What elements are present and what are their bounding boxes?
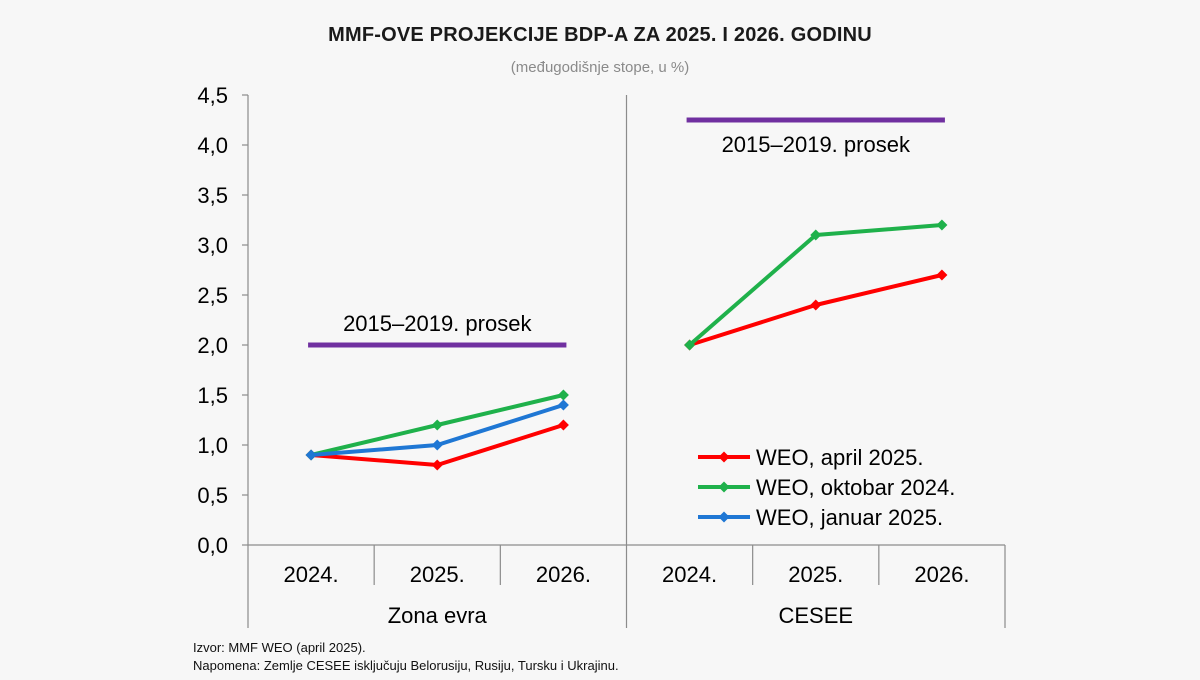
y-tick-label: 1,5 [197,383,228,408]
data-point [431,419,443,431]
legend-marker [718,511,730,523]
x-tick-label: 2024. [284,562,339,587]
x-tick-label: 2026. [914,562,969,587]
data-point [684,339,696,351]
data-point [431,439,443,451]
x-tick-label: 2025. [410,562,465,587]
data-point [431,459,443,471]
data-point [810,229,822,241]
x-tick-label: 2024. [662,562,717,587]
y-tick-label: 2,5 [197,283,228,308]
y-tick-label: 3,5 [197,183,228,208]
y-tick-label: 2,0 [197,333,228,358]
data-point [936,219,948,231]
data-point [557,399,569,411]
source-note: Izvor: MMF WEO (april 2025). [193,640,366,655]
legend-marker [718,451,730,463]
legend-label: WEO, januar 2025. [756,505,943,530]
x-tick-label: 2025. [788,562,843,587]
chart-subtitle: (međugodišnje stope, u %) [510,59,690,76]
average-label: 2015–2019. prosek [343,311,532,336]
group-label: Zona evra [388,603,488,628]
y-tick-label: 4,0 [197,133,228,158]
y-tick-label: 4,5 [197,83,228,108]
average-label: 2015–2019. prosek [722,132,911,157]
y-tick-label: 0,5 [197,483,228,508]
chart-title: MMF-OVE PROJEKCIJE BDP-A ZA 2025. I 2026… [328,24,872,46]
legend-label: WEO, april 2025. [756,445,924,470]
group-label: CESEE [778,603,853,628]
x-tick-label: 2026. [536,562,591,587]
legend-label: WEO, oktobar 2024. [756,475,955,500]
data-point [557,389,569,401]
legend-marker [718,481,730,493]
y-tick-label: 0,0 [197,533,228,558]
footnote: Napomena: Zemlje CESEE isključuju Beloru… [193,658,619,673]
y-tick-label: 3,0 [197,233,228,258]
data-point [936,269,948,281]
data-point [557,419,569,431]
y-tick-label: 1,0 [197,433,228,458]
data-point [810,299,822,311]
data-point [305,449,317,461]
